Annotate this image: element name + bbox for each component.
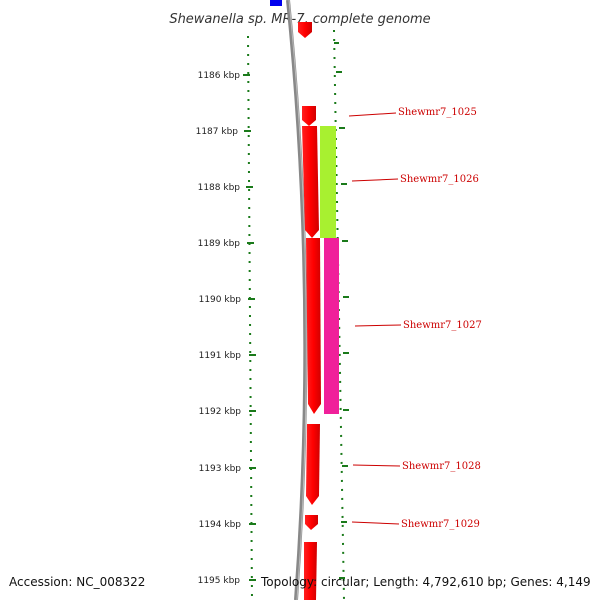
tick-label: 1195 kbp — [198, 576, 241, 586]
tick-mark — [249, 467, 256, 469]
cds-arrow[interactable] — [306, 238, 321, 414]
tick-mark — [246, 186, 253, 188]
cds-arrow[interactable] — [298, 22, 312, 38]
map-title: Shewanella sp. MR-7, complete genome — [169, 12, 430, 27]
tick-label: 1189 kbp — [198, 239, 241, 249]
tick-label: 1187 kbp — [196, 127, 239, 137]
tick-label: 1190 kbp — [199, 295, 242, 305]
tick-label: 1193 kbp — [199, 464, 242, 474]
tick-label: 1191 kbp — [199, 351, 242, 361]
gene-label[interactable]: Shewmr7_1029 — [401, 519, 480, 530]
label-leader-line — [348, 112, 397, 117]
label-leader-line — [352, 464, 401, 467]
cog-bar-lime — [320, 126, 336, 238]
genome-backbone — [286, 0, 308, 600]
tick-label: 1192 kbp — [199, 407, 242, 417]
cds-arrow[interactable] — [302, 106, 316, 126]
label-leader-line — [354, 324, 402, 327]
tick-mark — [247, 242, 254, 244]
gene-label[interactable]: Shewmr7_1028 — [402, 461, 481, 472]
cog-bar-magenta — [324, 238, 339, 414]
blue-feature-marker — [270, 0, 282, 6]
right-scale-dashes — [334, 42, 349, 579]
tick-mark — [249, 523, 256, 525]
gene-label[interactable]: Shewmr7_1027 — [403, 320, 482, 331]
cds-arrow[interactable] — [306, 424, 320, 505]
cds-track — [298, 22, 321, 600]
accession-text: Accession: NC_008322 — [9, 575, 145, 589]
tick-label: 1186 kbp — [198, 71, 241, 81]
tick-mark — [249, 410, 256, 412]
tick-label: 1194 kbp — [199, 520, 242, 530]
label-leader-line — [351, 521, 400, 525]
genome-backbone-highlight — [288, 0, 307, 600]
tick-mark — [243, 74, 250, 76]
cds-arrow[interactable] — [302, 126, 319, 238]
tick-mark — [248, 298, 255, 300]
tick-label: 1188 kbp — [198, 183, 241, 193]
tick-mark — [244, 130, 251, 132]
cds-arrow[interactable] — [305, 515, 318, 530]
scale-ticks: 1186 kbp 1187 kbp 1188 kbp 1189 kbp 1190… — [196, 71, 256, 586]
label-leader-line — [351, 178, 399, 182]
tick-mark — [249, 354, 256, 356]
genome-summary-text: Topology: circular; Length: 4,792,610 bp… — [260, 575, 591, 589]
cds-arrow[interactable] — [304, 542, 317, 600]
gene-label[interactable]: Shewmr7_1025 — [398, 107, 477, 118]
scale-dotted-line-left — [247, 35, 253, 600]
gene-labels: Shewmr7_1025 Shewmr7_1026 Shewmr7_1027 S… — [348, 107, 482, 530]
tick-mark — [249, 579, 256, 581]
gene-label[interactable]: Shewmr7_1026 — [400, 174, 479, 185]
